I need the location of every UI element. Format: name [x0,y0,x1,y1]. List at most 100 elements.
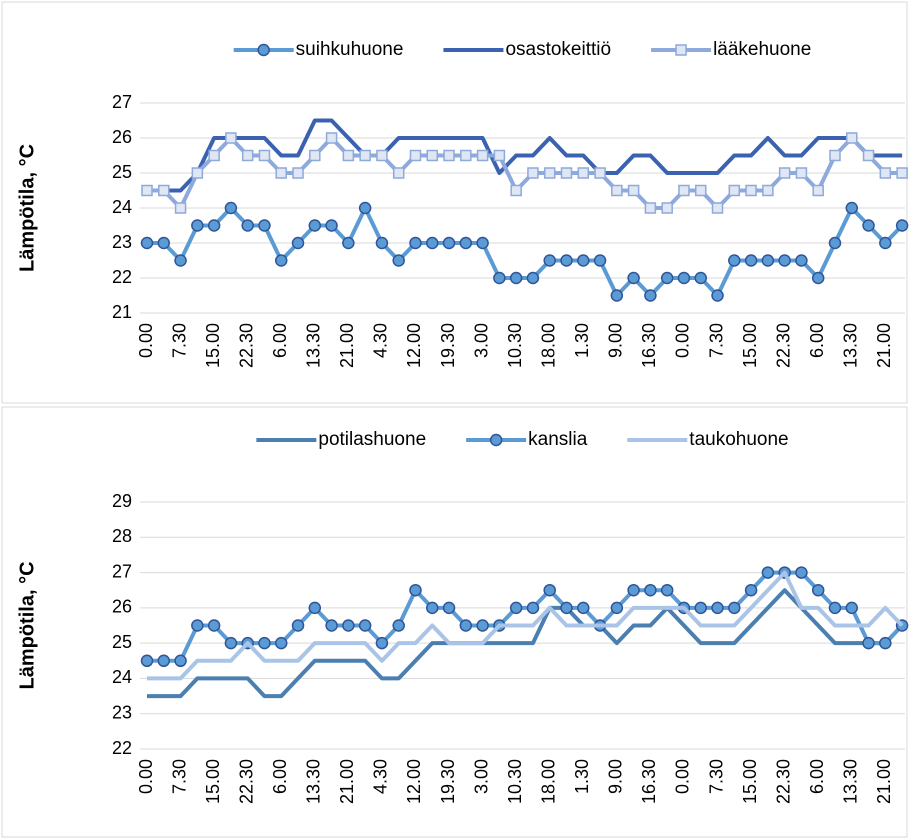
marker [274,636,288,650]
marker [728,184,741,197]
y-axis-title: Lämpötila, °C [16,144,38,272]
y-tick-label: 22 [112,267,132,287]
marker [409,236,422,250]
marker [895,219,909,232]
marker [157,236,171,250]
marker [577,254,590,267]
x-tick-label: 21.00 [874,759,894,804]
marker [308,601,322,615]
x-tick-label: 13.30 [304,759,324,804]
marker [744,583,758,597]
marker [207,219,221,232]
marker [141,184,153,197]
x-tick-label: 0.00 [136,759,156,794]
x-tick-label: 16.30 [639,323,659,368]
marker [358,201,372,215]
x-tick-label: 6.00 [270,759,290,794]
x-tick-label: 6.00 [807,759,827,794]
marker [291,236,305,250]
marker [275,167,287,179]
x-tick-label: 7.30 [169,759,189,794]
x-tick-label: 4.30 [371,323,391,358]
series [140,201,909,302]
x-tick-label: 12.00 [404,323,424,368]
marker [309,149,321,162]
marker [811,271,825,285]
series [141,132,908,214]
marker [392,619,405,632]
marker [358,619,372,632]
x-tick-label: 21.00 [874,323,894,368]
marker [879,167,892,179]
marker [375,236,389,250]
x-tick-label: 13.30 [841,759,861,804]
marker [476,619,489,632]
marker [509,601,523,615]
marker [241,149,254,162]
y-tick-label: 27 [112,561,132,581]
marker [258,219,271,232]
marker [828,601,842,615]
x-tick-label: 22.30 [773,323,793,368]
y-tick-label: 27 [112,92,132,112]
marker [325,219,338,232]
marker [443,149,455,162]
marker [761,254,775,267]
y-tick-label: 25 [112,162,132,182]
x-tick-label: 0.00 [673,759,693,794]
marker [157,654,171,668]
y-tick-label: 24 [112,667,132,687]
marker [812,184,824,197]
marker [560,601,573,615]
legend-label: suihkuhuone [296,39,404,60]
marker [342,236,355,250]
x-tick-label: 13.30 [304,323,324,368]
y-tick-label: 28 [112,526,132,546]
marker [493,271,506,285]
marker [828,236,842,250]
marker [711,289,724,302]
marker [778,254,791,267]
y-tick-label: 23 [112,232,132,252]
x-tick-label: 0.00 [673,323,693,358]
marker [376,149,388,162]
series [147,118,903,193]
marker [224,636,238,650]
marker [158,184,170,197]
marker [644,583,657,597]
x-tick-label: 22.30 [236,759,256,804]
chart-frame [1,1,908,404]
marker [191,219,204,232]
marker [325,132,338,144]
marker [392,254,405,267]
y-tick-label: 26 [112,597,132,617]
legend: suihkuhuone osastokeittiö lääkehuone [233,39,811,60]
marker [140,236,154,250]
y-tick-label: 23 [112,702,132,722]
series-line [147,588,904,699]
x-tick-label: 12.00 [404,759,424,804]
marker [660,583,674,597]
x-tick-label: 9.00 [606,323,626,358]
marker [543,583,556,597]
legend-label: potilashuone [318,429,426,450]
marker [694,184,707,197]
marker [744,254,758,267]
marker [224,201,238,215]
marker [543,167,556,179]
marker [375,636,389,650]
marker [577,601,590,615]
marker [677,271,691,285]
marker [225,132,237,144]
marker [675,44,687,56]
marker [257,43,270,57]
y-tick-label: 26 [112,127,132,147]
marker [879,636,892,650]
marker [241,219,254,232]
marker [862,219,875,232]
marker [392,167,405,179]
series [147,588,904,699]
x-tick-label: 16.30 [639,759,659,804]
x-tick-label: 15.00 [740,759,760,804]
